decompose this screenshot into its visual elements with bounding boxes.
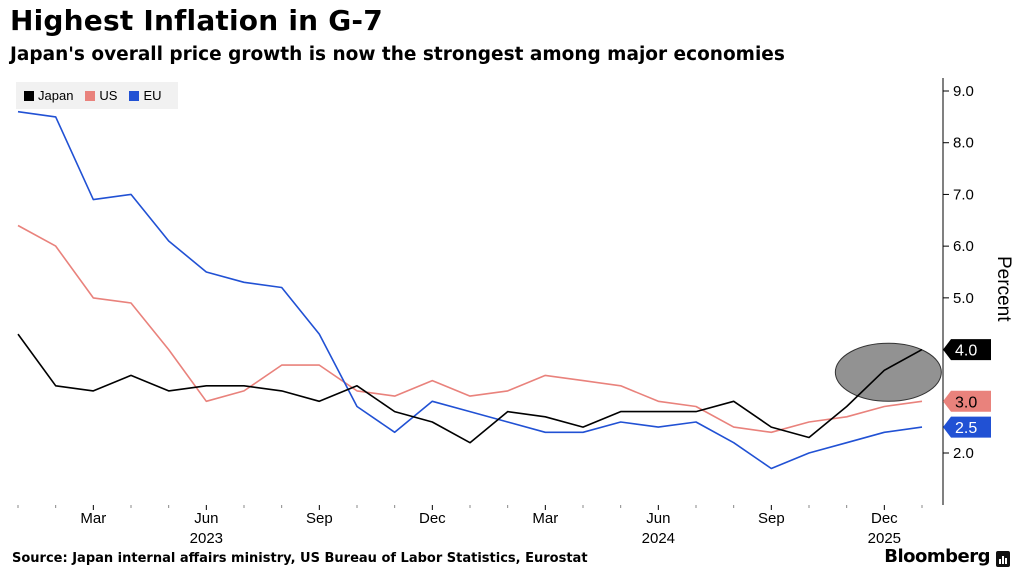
x-tick-label: Sep: [758, 510, 785, 527]
x-year-label: 2023: [190, 530, 223, 547]
end-value-flag-eu: [943, 416, 991, 438]
x-tick-label: Dec: [419, 510, 446, 527]
x-year-label: 2024: [642, 530, 675, 547]
chart-subtitle: Japan's overall price growth is now the …: [10, 44, 785, 65]
y-tick-label: 9.0: [953, 83, 974, 100]
legend: Japan US EU: [16, 82, 178, 109]
series-line-us: [17, 224, 923, 434]
y-tick-label: 7.0: [953, 186, 974, 203]
bloomberg-terminal-icon: [996, 551, 1010, 567]
end-value-flag-us: [943, 390, 991, 412]
y-tick-label: 8.0: [953, 135, 974, 152]
source-note: Source: Japan internal affairs ministry,…: [12, 551, 588, 566]
brand-logo: Bloomberg: [884, 546, 990, 567]
legend-swatch-eu: [129, 90, 140, 101]
end-value-label-eu: 2.5: [955, 420, 977, 437]
end-value-label-us: 3.0: [955, 394, 977, 411]
end-value-flag-japan: [943, 339, 991, 361]
legend-item-japan: Japan: [24, 88, 73, 103]
legend-label-eu: EU: [143, 88, 162, 103]
series-line-eu: [17, 110, 923, 470]
x-tick-label: Jun: [646, 510, 670, 527]
legend-swatch-us: [85, 90, 96, 101]
y-tick-label: 2.0: [953, 445, 974, 462]
x-tick-label: Mar: [80, 510, 106, 527]
x-tick-label: Mar: [532, 510, 558, 527]
y-tick-label: 5.0: [953, 290, 974, 307]
legend-item-us: US: [85, 88, 117, 103]
y-axis-label: Percent: [993, 256, 1014, 322]
legend-label-us: US: [99, 88, 118, 103]
chart-title: Highest Inflation in G-7: [10, 4, 383, 37]
x-tick-label: Jun: [194, 510, 218, 527]
x-year-label: 2025: [868, 530, 901, 547]
legend-label-japan: Japan: [38, 88, 74, 103]
legend-item-eu: EU: [129, 88, 162, 103]
highlight-ellipse: [834, 342, 942, 402]
end-value-label-japan: 4.0: [955, 343, 977, 360]
legend-swatch-japan: [24, 90, 34, 101]
x-tick-label: Sep: [306, 510, 333, 527]
series-line-japan: [17, 333, 923, 444]
y-tick-label: 6.0: [953, 238, 974, 255]
x-tick-label: Dec: [871, 510, 898, 527]
